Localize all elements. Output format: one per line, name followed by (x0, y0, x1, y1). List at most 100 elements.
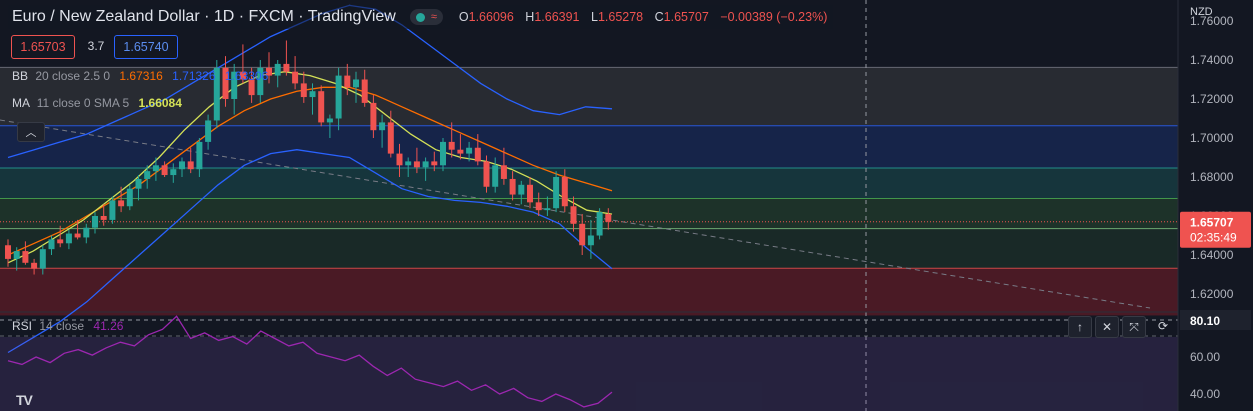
candle-body (135, 178, 142, 189)
refresh-icon: ⟳ (1157, 319, 1169, 333)
candle-body (283, 63, 290, 72)
bb-params: 20 close 2.5 0 (35, 69, 111, 83)
market-open-icon (415, 12, 425, 22)
high-value: 1.66391 (534, 10, 580, 24)
spread-value: 3.7 (87, 39, 105, 53)
close-pane-button[interactable]: ✕ (1095, 316, 1119, 338)
move-pane-up-button[interactable]: ↑ (1068, 316, 1092, 338)
rsi-line (7, 315, 613, 408)
last-price-label: 1.65707 (1190, 216, 1234, 230)
bb-basis-value: 1.67316 (119, 69, 163, 83)
collapse-icon: ⤧ (1129, 319, 1139, 334)
rsi-legend[interactable]: RSI 14 close 41.26 (12, 319, 123, 333)
bb-legend[interactable]: BB 20 close 2.5 0 1.67316 1.71326 1.6330… (12, 69, 268, 83)
candle-body (13, 251, 20, 259)
price-tick: 1.70000 (1190, 131, 1234, 145)
candle-body (257, 67, 264, 96)
countdown-label: 02:35:49 (1190, 231, 1237, 245)
axis-background (1178, 0, 1253, 411)
candle-body (318, 91, 325, 123)
wave-icon: ≈ (430, 11, 437, 23)
candle-body (440, 141, 446, 166)
price-tick: 1.76000 (1190, 14, 1234, 28)
candle-body (222, 67, 229, 99)
candle-body (561, 177, 568, 207)
candle-body (535, 202, 542, 211)
chart-header: Euro / New Zealand Dollar · 1D · FXCM · … (8, 5, 834, 29)
reset-scale-button[interactable]: ⟳ (1152, 316, 1174, 336)
ma-legend[interactable]: MA 11 close 0 SMA 5 1.66084 (12, 96, 182, 110)
bollinger-bands (7, 4, 613, 354)
price-tick: 1.64000 (1190, 248, 1234, 262)
close-value: 1.65707 (663, 10, 709, 24)
candle-body (413, 161, 420, 168)
candle-body (309, 91, 316, 98)
candle-body (118, 200, 125, 207)
candle-body (483, 161, 490, 187)
open-label: O (458, 10, 469, 24)
candle-body (353, 79, 359, 88)
bb-name: BB (12, 69, 29, 83)
candle-body (179, 161, 185, 170)
candle-body (274, 63, 281, 76)
rsi-pane (0, 315, 1178, 411)
sell-button[interactable]: 1.65703 (11, 35, 75, 59)
buy-button[interactable]: 1.65740 (114, 35, 178, 59)
candle-body (518, 184, 525, 195)
high-label: H (525, 10, 535, 24)
candle-body (379, 122, 386, 131)
candle-body (431, 161, 438, 166)
maximize-pane-button[interactable]: ⤧ (1122, 316, 1146, 338)
collapse-legend-button[interactable]: ︿ (17, 122, 45, 142)
candle-body (83, 227, 90, 238)
candle-body (48, 239, 55, 250)
fib-zone (0, 67, 1178, 126)
candle-body (509, 178, 516, 195)
ohlc-values: O1.66096 H1.66391 L1.65278 C1.65707 −0.0… (451, 10, 827, 24)
candle-body (335, 75, 342, 119)
candle-body (57, 239, 64, 244)
candle-body (22, 251, 29, 263)
last-price-badge (1180, 211, 1251, 248)
bb-upper-value: 1.71326 (172, 69, 216, 83)
rsi-value-badge (1180, 310, 1251, 330)
tradingview-logo[interactable]: TV (16, 392, 33, 408)
candle-body (248, 79, 255, 96)
candle-body (239, 71, 246, 80)
candle-body (100, 216, 107, 220)
bb-lower-value: 1.63306 (224, 69, 269, 83)
candle-body (361, 79, 368, 103)
candle-body (205, 120, 212, 142)
candle-body (213, 67, 220, 121)
candle-body (31, 262, 38, 269)
price-tick: 1.74000 (1190, 53, 1234, 67)
ma-name: MA (12, 96, 30, 110)
candle-body (370, 102, 377, 131)
close-icon: ✕ (1101, 320, 1113, 334)
candle-body (300, 83, 307, 98)
candle-body (474, 147, 481, 162)
open-value: 1.66096 (468, 10, 514, 24)
rsi-name: RSI (12, 319, 33, 333)
candles (5, 40, 612, 275)
rsi-value: 41.26 (93, 319, 124, 333)
candle-body (74, 233, 81, 238)
ma-value: 1.66084 (138, 96, 182, 110)
low-label: L (591, 10, 598, 24)
symbol-title[interactable]: Euro / New Zealand Dollar · 1D · FXCM · … (12, 8, 396, 25)
candle-body (605, 214, 612, 222)
candle-body (65, 233, 72, 244)
fib-zone (0, 198, 1178, 229)
candle-body (39, 249, 46, 269)
price-tick: 1.72000 (1190, 92, 1234, 106)
fib-zone (0, 268, 1178, 316)
market-status[interactable]: ≈ (409, 9, 443, 25)
change-value: −0.00389 (−0.23%) (720, 10, 828, 24)
candle-body (92, 216, 98, 228)
candle-body (387, 122, 394, 154)
fib-zone (0, 125, 1178, 169)
candle-body (500, 165, 507, 179)
